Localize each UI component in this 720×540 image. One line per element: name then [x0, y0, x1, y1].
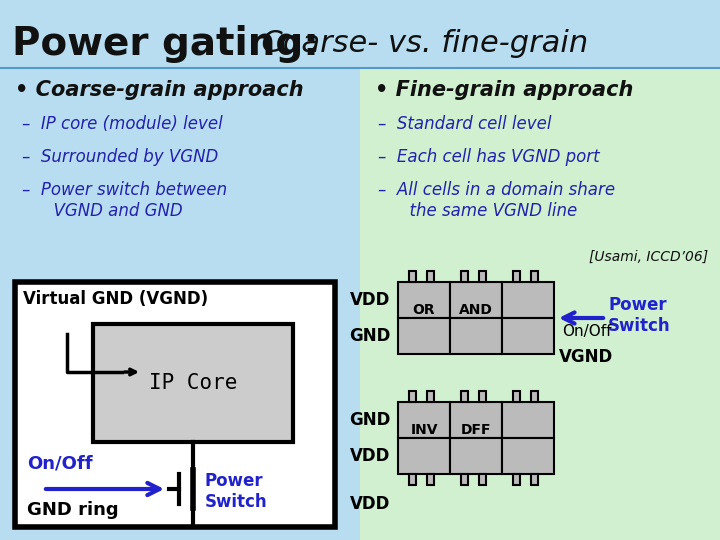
Text: VDD: VDD	[350, 495, 390, 513]
Text: GND: GND	[348, 327, 390, 345]
Bar	[450, 438, 502, 474]
Bar	[450, 318, 502, 354]
Text: Power
Switch: Power Switch	[205, 472, 268, 511]
Bar	[513, 474, 520, 485]
Text: [Usami, ICCD’06]: [Usami, ICCD’06]	[589, 250, 708, 264]
Bar	[502, 402, 554, 438]
Text: OR: OR	[413, 303, 436, 317]
Bar	[513, 271, 520, 282]
Bar	[450, 282, 502, 318]
Bar	[398, 282, 450, 318]
Bar	[409, 391, 416, 402]
Text: –  All cells in a domain share
      the same VGND line: – All cells in a domain share the same V…	[378, 181, 615, 220]
Text: –  Standard cell level: – Standard cell level	[378, 115, 552, 133]
Bar	[479, 391, 486, 402]
Bar	[398, 318, 450, 354]
Bar	[479, 474, 486, 485]
Bar	[409, 271, 416, 282]
Text: • Fine-grain approach: • Fine-grain approach	[375, 80, 634, 100]
Text: GND ring: GND ring	[27, 501, 119, 519]
Text: –  Surrounded by VGND: – Surrounded by VGND	[22, 148, 218, 166]
Text: Coarse- vs. fine-grain: Coarse- vs. fine-grain	[242, 30, 588, 58]
Bar	[398, 438, 450, 474]
Text: IP Core: IP Core	[149, 373, 237, 393]
Bar	[502, 318, 554, 354]
Bar	[479, 271, 486, 282]
Bar	[427, 271, 433, 282]
Text: AND: AND	[459, 303, 493, 317]
Text: Power
Switch: Power Switch	[608, 296, 670, 335]
Text: VDD: VDD	[350, 447, 390, 465]
Bar	[502, 282, 554, 318]
Bar	[461, 391, 468, 402]
Text: DFF: DFF	[461, 423, 491, 437]
Text: –  Each cell has VGND port: – Each cell has VGND port	[378, 148, 600, 166]
Bar	[450, 402, 502, 438]
Text: • Coarse-grain approach: • Coarse-grain approach	[15, 80, 304, 100]
Bar	[502, 438, 554, 474]
Bar	[398, 402, 450, 438]
Bar	[531, 391, 538, 402]
Text: GND: GND	[348, 411, 390, 429]
Text: –  IP core (module) level: – IP core (module) level	[22, 115, 222, 133]
Bar	[93, 324, 293, 442]
Text: Virtual GND (VGND): Virtual GND (VGND)	[23, 290, 208, 308]
Text: INV: INV	[410, 423, 438, 437]
Bar	[15, 282, 335, 527]
Text: On/Off: On/Off	[27, 455, 93, 473]
Bar	[461, 271, 468, 282]
Bar	[427, 474, 433, 485]
Bar	[360, 68, 720, 540]
Bar	[409, 474, 416, 485]
Bar	[531, 271, 538, 282]
Bar	[513, 391, 520, 402]
Text: Power gating:: Power gating:	[12, 25, 319, 63]
Bar	[461, 474, 468, 485]
Text: VDD: VDD	[350, 291, 390, 309]
Bar	[531, 474, 538, 485]
Text: VGND: VGND	[559, 348, 613, 366]
Text: On/Off: On/Off	[562, 324, 611, 339]
Text: –  Power switch between
      VGND and GND: – Power switch between VGND and GND	[22, 181, 227, 220]
Bar	[427, 391, 433, 402]
